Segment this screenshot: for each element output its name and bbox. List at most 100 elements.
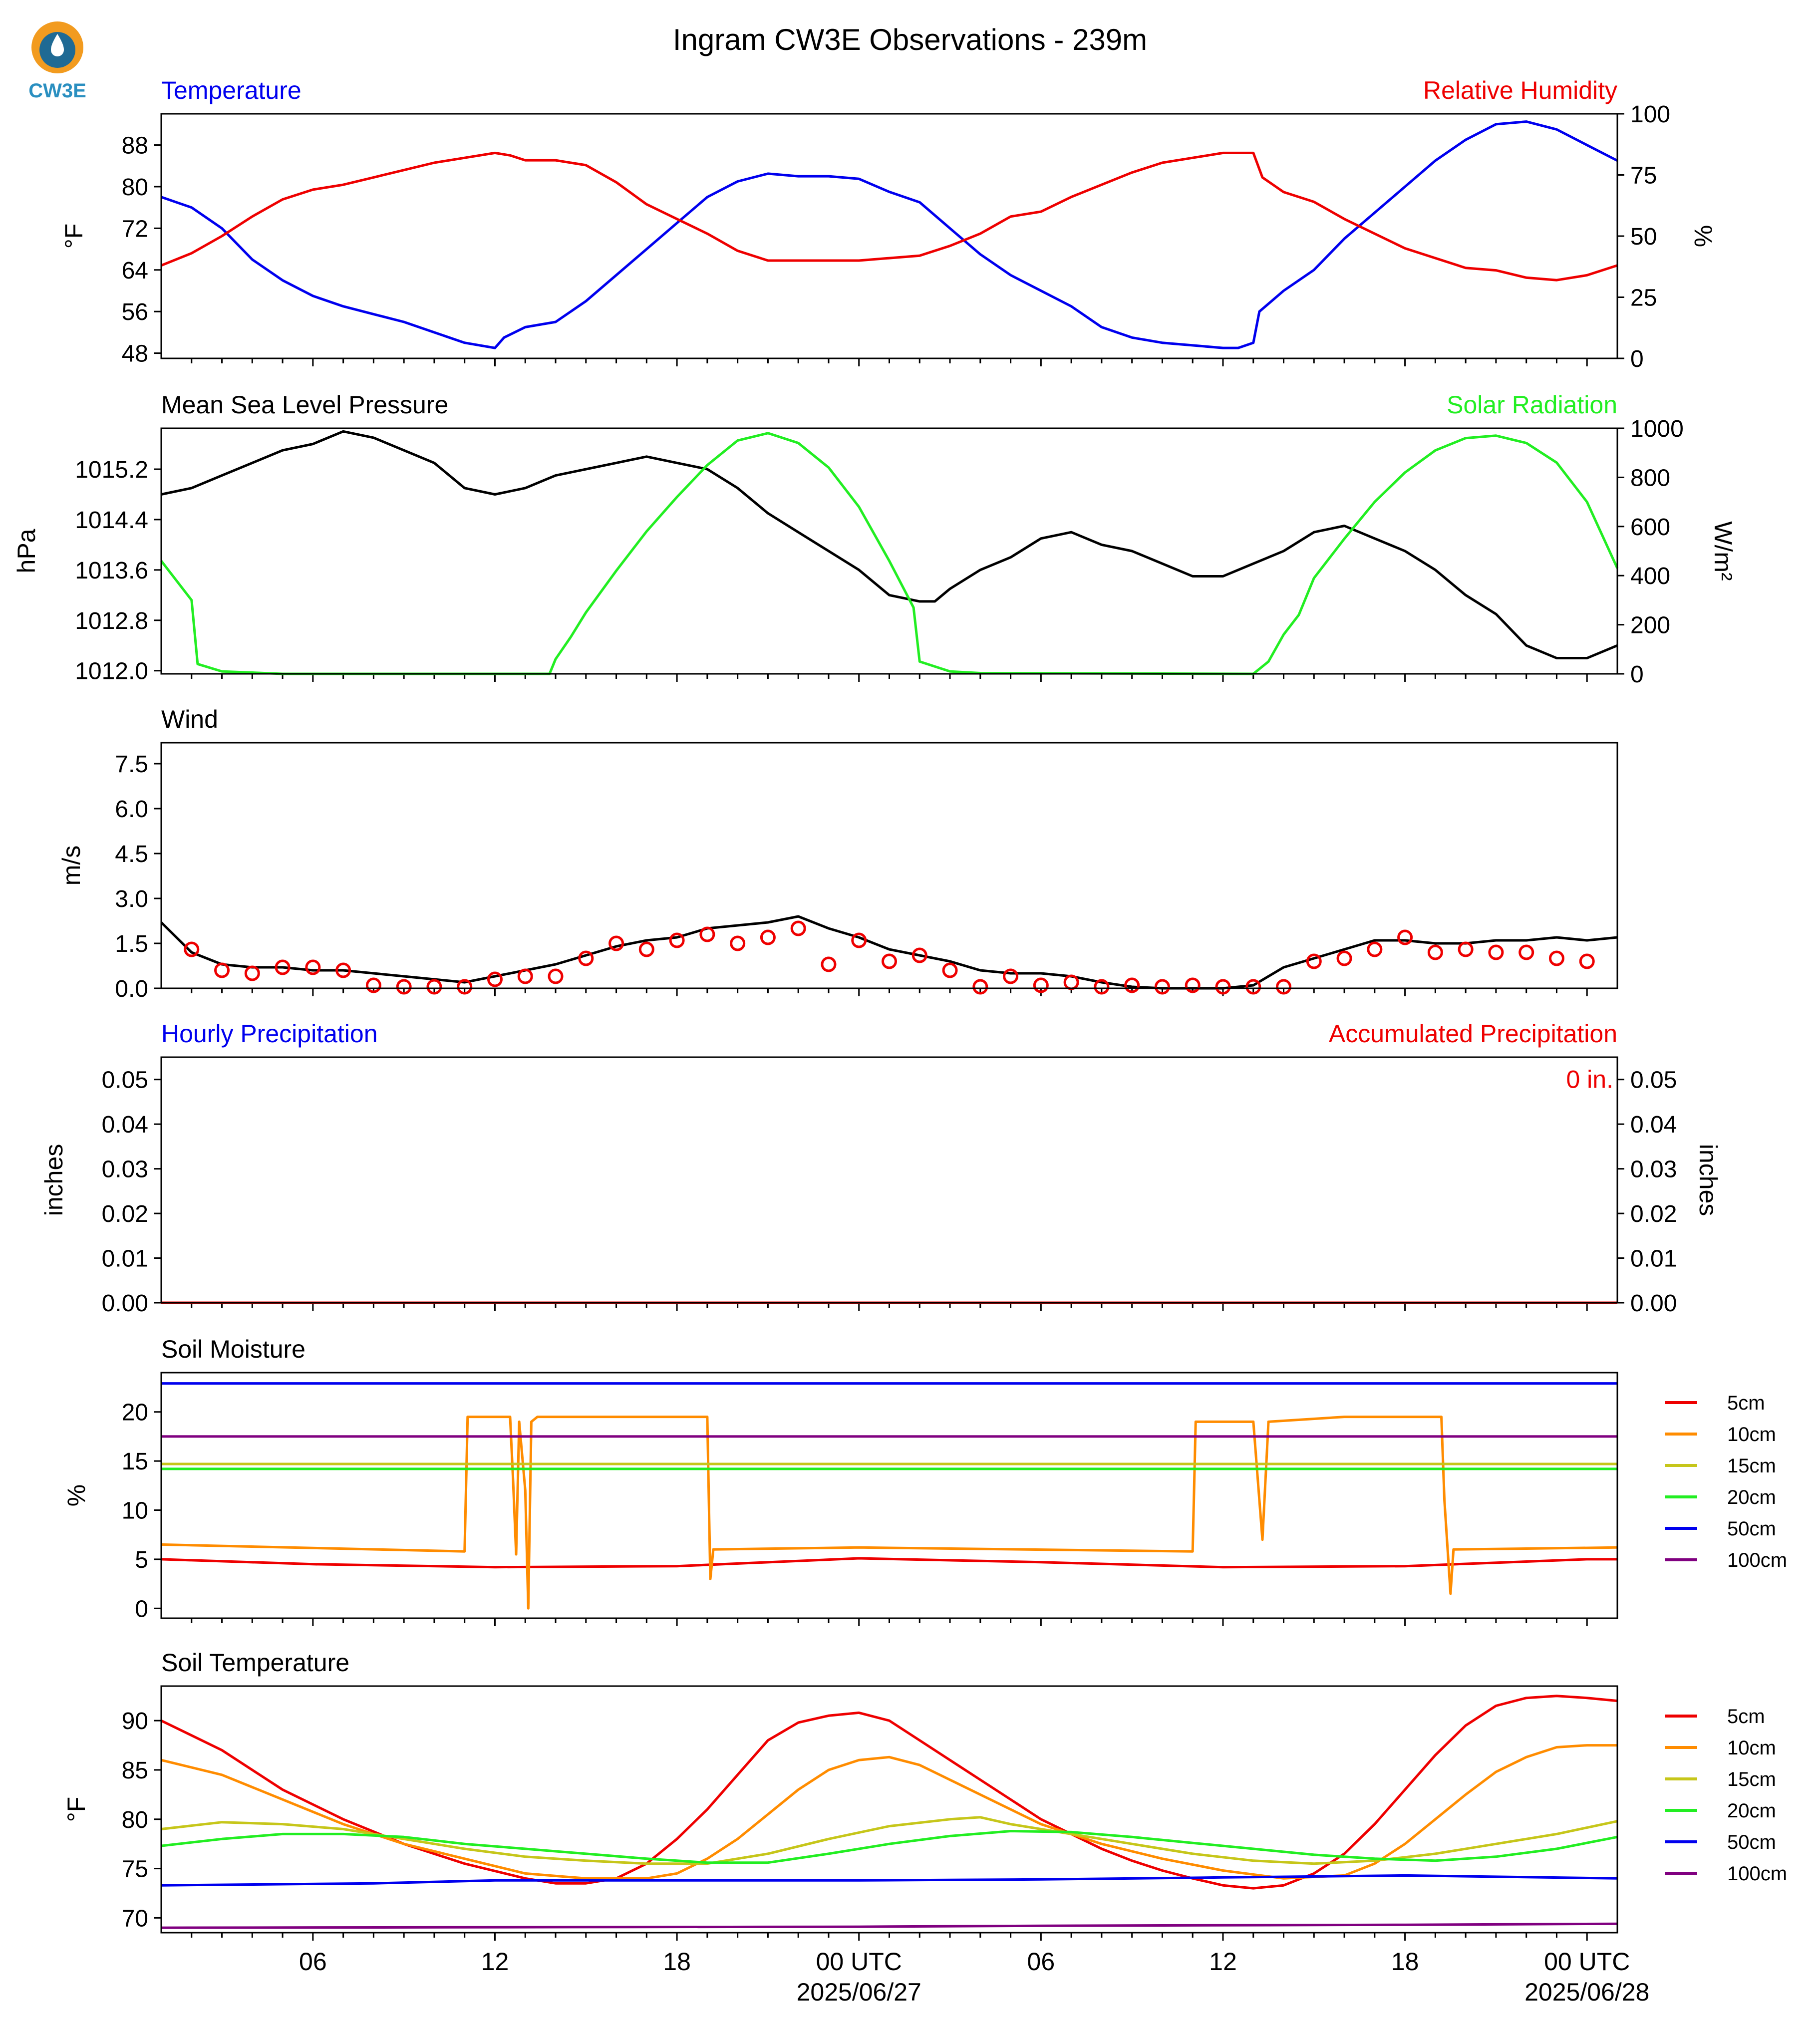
y-tick-label-right: 0.02	[1630, 1201, 1677, 1227]
series-line	[160, 1695, 1618, 1890]
y-tick-label: 85	[122, 1757, 148, 1784]
y-axis-label: °F	[60, 224, 88, 249]
y-tick-label: 0.04	[102, 1112, 148, 1138]
y-tick-label: 0.0	[115, 976, 148, 1002]
legend-label: 5cm	[1727, 1706, 1765, 1728]
logo-drop-icon	[51, 34, 64, 56]
logo-text: CW3E	[28, 80, 86, 102]
y-tick-label: 0.02	[102, 1201, 148, 1227]
panel-frame	[160, 113, 1618, 359]
wind-circle	[1427, 944, 1443, 960]
y-tick-label: 10	[122, 1498, 148, 1524]
y-tick-label-right: 25	[1630, 285, 1657, 311]
y-tick-label: 56	[122, 299, 148, 325]
x-tick-label: 12	[481, 1948, 509, 1976]
y-tick-label: 75	[122, 1856, 148, 1883]
wind-circle	[184, 941, 200, 957]
panel-right-title: Accumulated Precipitation	[1329, 1020, 1617, 1048]
legend-label: 10cm	[1727, 1424, 1776, 1446]
y-tick-label: 48	[122, 341, 148, 367]
y-tick-label: 90	[122, 1708, 148, 1735]
y-tick-label-right: 0.04	[1630, 1112, 1677, 1138]
panel-frame	[160, 1685, 1618, 1934]
y-tick-label-right: 0	[1630, 346, 1644, 372]
panel-0: Temperature Relative Humidity 48 56 64 72 80 88…	[60, 76, 1717, 372]
y-tick-label-right: 800	[1630, 465, 1670, 491]
x-tick-label: 06	[299, 1948, 327, 1976]
y-tick-label: 1014.4	[75, 507, 148, 534]
series-line	[161, 151, 1618, 282]
x-tick-sublabel: 2025/06/28	[1524, 1978, 1649, 2006]
y-tick-label: 15	[122, 1449, 148, 1475]
wind-circle	[699, 926, 715, 942]
panel-left-title: Hourly Precipitation	[161, 1020, 378, 1048]
y-tick-label-right: 0.05	[1630, 1067, 1677, 1094]
panel-right-title: Relative Humidity	[1423, 76, 1617, 104]
series-line	[161, 1874, 1618, 1887]
wind-circle	[487, 971, 503, 987]
wind-circle	[1336, 950, 1352, 966]
y-tick-label: 5	[135, 1547, 148, 1573]
legend-label: 50cm	[1727, 1831, 1776, 1853]
y-tick-label: 88	[122, 133, 148, 159]
panel-left-title: Soil Temperature	[161, 1649, 349, 1677]
y-tick-label: 4.5	[115, 841, 148, 868]
wind-circle	[396, 979, 412, 995]
y-tick-label-right: 200	[1630, 612, 1670, 639]
series-line	[161, 1416, 1618, 1610]
wind-circle	[365, 977, 381, 993]
x-tick-label: 12	[1209, 1948, 1237, 1976]
y-axis-label: %	[62, 1484, 90, 1506]
y-tick-label: 80	[122, 1807, 148, 1833]
wind-circle	[275, 959, 291, 975]
wind-circle	[305, 959, 321, 975]
y-tick-label-right: 0.03	[1630, 1157, 1677, 1183]
wind-circle	[548, 968, 564, 984]
panel-4: Soil Moisture 0 5 10 15 20% 5cm 10cm 15cm 20cm 50c…	[62, 1335, 1787, 1626]
x-tick-label: 06	[1027, 1948, 1055, 1976]
series-line	[160, 432, 1619, 675]
panel-frame	[160, 427, 1618, 675]
wind-circle	[669, 932, 685, 948]
legend-label: 50cm	[1727, 1518, 1776, 1540]
wind-circle	[1367, 941, 1383, 957]
y-tick-label: 1013.6	[75, 558, 148, 584]
wind-circle	[1458, 941, 1474, 957]
y-axis-label-right: W/m²	[1709, 521, 1737, 580]
y-tick-label-right: 1000	[1630, 416, 1684, 442]
wind-circle	[426, 979, 442, 995]
wind-circle	[851, 932, 867, 948]
x-tick-label: 18	[1391, 1948, 1419, 1976]
chart-title: Ingram CW3E Observations - 239m	[673, 23, 1147, 56]
wind-circle	[578, 950, 594, 966]
wind-circle	[1397, 929, 1413, 945]
y-axis-label: inches	[40, 1144, 68, 1216]
y-tick-label: 1.5	[115, 931, 148, 957]
wind-circle	[760, 929, 776, 945]
y-tick-label: 70	[122, 1905, 148, 1932]
y-axis-label: °F	[62, 1797, 90, 1822]
wind-circle	[790, 920, 806, 936]
series-line	[161, 1830, 1618, 1864]
y-tick-label: 72	[122, 216, 148, 242]
panel-3: Hourly Precipitation Accumulated Precipit…	[40, 1020, 1722, 1317]
cw3e-logo: CW3E	[28, 21, 86, 102]
y-tick-label: 0.01	[102, 1246, 148, 1272]
wind-circle	[608, 935, 624, 951]
y-tick-label: 7.5	[115, 751, 148, 778]
x-tick-label: 18	[663, 1948, 691, 1976]
panels: Temperature Relative Humidity 48 56 64 72 80 88…	[12, 76, 1787, 1941]
y-tick-label-right: 600	[1630, 514, 1670, 541]
wind-circle	[1245, 979, 1261, 995]
wind-circle	[1124, 977, 1140, 993]
y-axis-label: hPa	[12, 529, 40, 573]
wind-circle	[335, 962, 351, 978]
wind-circle	[1094, 979, 1110, 995]
wind-circle	[517, 968, 533, 984]
series-line	[161, 430, 1618, 659]
wind-circle	[214, 962, 230, 978]
x-tick-sublabel: 2025/06/27	[797, 1978, 921, 2006]
panel-right-title: Solar Radiation	[1447, 391, 1617, 419]
panel-1: Mean Sea Level Pressure Solar Radiation 10…	[12, 391, 1737, 688]
y-tick-label: 0.00	[102, 1290, 148, 1317]
